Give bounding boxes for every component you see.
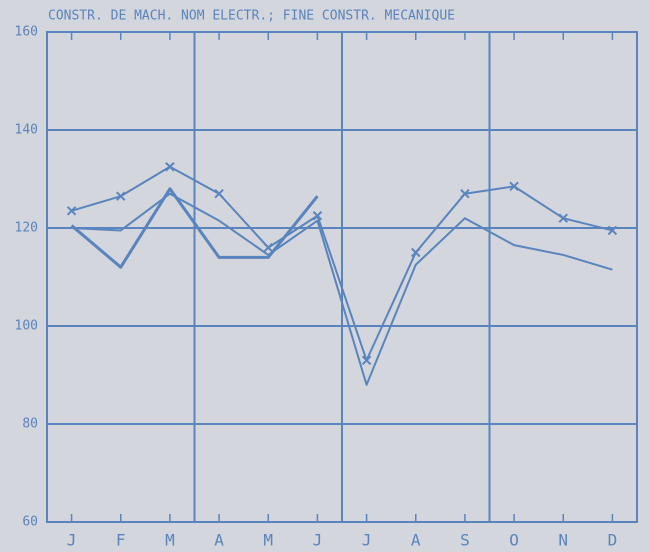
x-marker [509, 181, 519, 192]
x-marker [411, 247, 421, 258]
y-tick-label: 60 [22, 515, 38, 530]
y-tick-label: 80 [22, 417, 38, 432]
x-marker [558, 213, 568, 223]
x-marker [116, 191, 126, 201]
x-tick-label: M [263, 531, 273, 550]
x-marker [66, 206, 77, 216]
y-tick-label: 160 [15, 25, 38, 40]
x-tick-label: M [165, 531, 175, 550]
y-tick-label: 140 [15, 123, 38, 138]
x-tick-label: A [411, 531, 421, 550]
x-marker [165, 162, 175, 172]
chart-title: CONSTR. DE MACH. NOM ELECTR.; FINE CONST… [48, 9, 455, 24]
series-line [70, 187, 319, 269]
x-tick-label: O [509, 531, 519, 550]
x-tick-label: F [116, 531, 126, 550]
x-tick-label: J [362, 531, 372, 550]
x-marker [214, 188, 224, 199]
x-marker [263, 242, 273, 253]
x-tick-label: J [313, 531, 323, 550]
x-tick-label: D [608, 531, 618, 550]
y-tick-label: 100 [15, 319, 38, 334]
y-tick-label: 120 [15, 221, 38, 236]
x-marker [312, 211, 323, 221]
x-tick-label: J [67, 531, 77, 550]
x-tick-label: N [558, 531, 568, 550]
x-marker [361, 355, 372, 366]
x-marker [460, 188, 470, 199]
series-line [71, 192, 613, 386]
x-tick-label: A [214, 531, 224, 550]
x-marker [607, 225, 618, 236]
series-line [71, 165, 613, 362]
x-tick-label: S [460, 531, 470, 550]
